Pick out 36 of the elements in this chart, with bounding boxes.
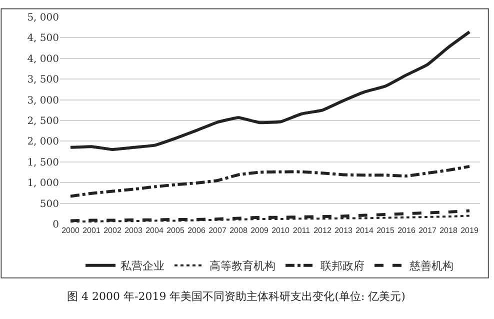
- x-tick-label: 2012: [314, 226, 332, 235]
- x-tick-label: 2000: [62, 226, 80, 235]
- x-tick-label: 2014: [356, 226, 374, 235]
- y-tick-label: 4, 500: [27, 33, 59, 44]
- legend-label: 慈善机构: [408, 260, 454, 273]
- x-tick-label: 2016: [398, 226, 416, 235]
- x-tick-label: 2006: [188, 226, 206, 235]
- y-tick-label: 3, 500: [27, 74, 59, 86]
- x-tick-label: 2003: [124, 226, 143, 235]
- caption: 图 4 2000 年-2019 年美国不同资助主体科研支出变化(单位: 亿美元): [67, 290, 406, 303]
- y-tick-label: 5, 000: [27, 12, 59, 24]
- legend-label: 私营企业: [120, 260, 164, 273]
- legend-label: 高等教育机构: [210, 260, 276, 273]
- y-tick-label: 0: [52, 220, 59, 230]
- x-tick-label: 2013: [334, 226, 353, 235]
- legend-label: 联邦政府: [320, 260, 364, 273]
- x-tick-label: 2001: [82, 226, 101, 235]
- x-tick-label: 2019: [460, 226, 479, 235]
- y-tick-label: 1, 000: [27, 178, 59, 190]
- y-tick-label: 2, 000: [27, 136, 59, 148]
- x-tick-label: 2005: [166, 226, 185, 235]
- x-tick-label: 2011: [292, 226, 311, 235]
- x-tick-label: 2002: [104, 226, 122, 235]
- x-tick-label: 2004: [146, 226, 164, 235]
- x-tick-label: 2015: [376, 226, 395, 235]
- x-tick-label: 2008: [230, 226, 248, 235]
- y-tick-label: 1, 500: [27, 157, 59, 168]
- x-tick-label: 2007: [208, 226, 227, 235]
- y-tick-label: 4, 000: [27, 54, 59, 65]
- x-tick-label: 2018: [440, 226, 458, 235]
- y-tick-label: 2, 500: [27, 116, 59, 127]
- x-tick-label: 2017: [418, 226, 437, 235]
- y-tick-label: 500: [40, 198, 59, 210]
- x-tick-label: 2010: [272, 226, 290, 235]
- y-tick-label: 3, 000: [27, 95, 59, 106]
- x-tick-label: 2009: [250, 226, 269, 235]
